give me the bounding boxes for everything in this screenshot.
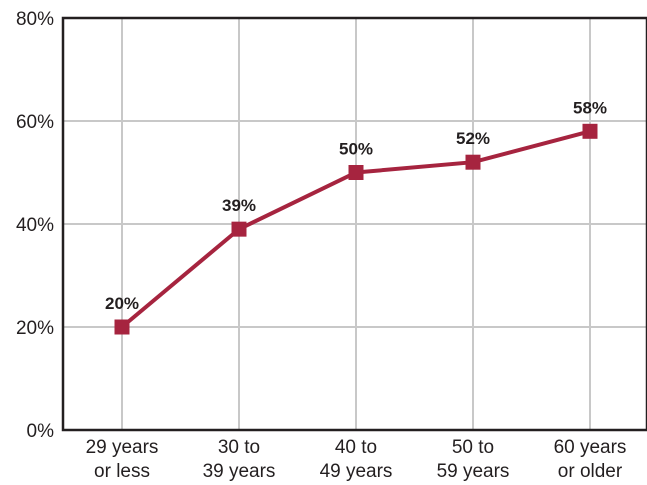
data-label: 58% [573,98,607,117]
x-tick-label: 30 to 39 years [203,437,276,482]
plot-frame [61,16,647,432]
y-tick-label: 40% [16,215,54,236]
x-tick-label: 29 years or less [86,437,159,482]
data-markers [114,123,598,335]
y-axis-ticks: 0% 20% 40% 60% 80% [16,9,54,442]
y-tick-label: 0% [27,421,55,442]
data-point-marker [231,221,247,237]
data-point-marker [114,319,130,335]
x-tick-label: 50 to 59 years [437,437,510,482]
x-tick-label: 60 years or older [554,437,627,482]
y-tick-label: 60% [16,112,54,133]
y-tick-label: 20% [16,318,54,339]
data-point-marker [582,123,598,139]
y-tick-label: 80% [16,9,54,30]
data-point-marker [465,154,481,170]
data-labels: 20% 39% 50% 52% 58% [105,98,607,313]
data-label: 39% [222,196,256,215]
data-point-marker [348,165,364,180]
x-axis-ticks: 29 years or less 30 to 39 years 40 to 49 year… [86,437,627,482]
x-tick-label: 40 to 49 years [320,437,393,482]
grid-lines [63,18,647,430]
data-label: 20% [105,294,139,313]
data-label: 50% [339,140,373,159]
data-label: 52% [456,129,490,148]
